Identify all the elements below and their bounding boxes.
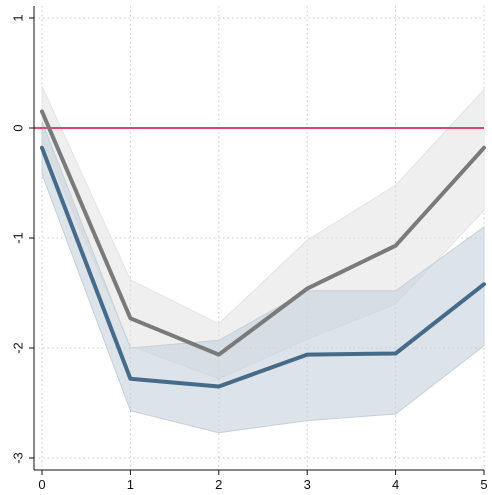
- x-tick-labels: 0 1 2 3 4 5: [38, 470, 488, 492]
- y-tick-label: 1: [11, 14, 26, 21]
- series-line: [40, 145, 486, 389]
- y-tick-label: -2: [11, 342, 26, 354]
- x-tick-label: 4: [392, 477, 399, 492]
- y-tick-label: -3: [11, 452, 26, 464]
- series-line: [40, 109, 486, 357]
- y-tick-labels: -3 -2 -1 0 1: [11, 14, 34, 464]
- x-tick-label: 2: [215, 477, 222, 492]
- y-tick-label: 0: [11, 124, 26, 131]
- x-tick-label: 5: [480, 477, 487, 492]
- series-lines: [40, 109, 486, 389]
- y-tick-label: -1: [11, 232, 26, 244]
- x-tick-label: 1: [127, 477, 134, 492]
- x-tick-label: 3: [304, 477, 311, 492]
- x-tick-label: 0: [38, 477, 45, 492]
